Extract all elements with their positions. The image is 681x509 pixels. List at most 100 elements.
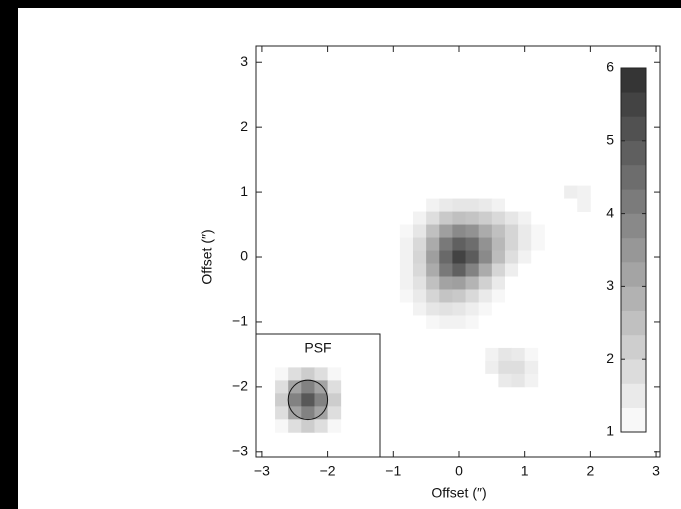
- heatmap-cell: [327, 367, 342, 381]
- heatmap-cell: [439, 198, 453, 212]
- heatmap-cell: [524, 347, 539, 362]
- heatmap-cell: [275, 406, 289, 420]
- heatmap-cell: [399, 198, 414, 212]
- heatmap-cell: [531, 276, 545, 290]
- heatmap-cell: [465, 289, 480, 303]
- heatmap-cell: [504, 224, 519, 238]
- heatmap-cell: [465, 302, 480, 316]
- x-tick-label: 0: [455, 463, 463, 479]
- heatmap-cell: [439, 315, 453, 329]
- heatmap-cell: [439, 224, 453, 238]
- heatmap-cell: [511, 360, 526, 375]
- heatmap-cell: [531, 302, 545, 316]
- heatmap-cell: [452, 302, 466, 316]
- heatmap-cell: [413, 224, 427, 238]
- heatmap-cell: [491, 276, 506, 290]
- heatmap-cell: [478, 315, 493, 329]
- heatmap-cell: [491, 250, 506, 264]
- heatmap-cell: [327, 406, 342, 420]
- heatmap-cell: [524, 360, 539, 375]
- heatmap-cell: [504, 250, 519, 264]
- heatmap-cell: [504, 198, 519, 212]
- heatmap-cell: [426, 237, 440, 251]
- heatmap-cell: [288, 380, 302, 394]
- heatmap-cell: [518, 198, 532, 212]
- heatmap-cell: [478, 237, 493, 251]
- colorbar-level: [621, 189, 646, 214]
- heatmap-cell: [399, 302, 414, 316]
- x-tick-label: 2: [586, 463, 594, 479]
- heatmap-cell: [426, 276, 440, 290]
- colorbar-level: [621, 286, 646, 311]
- heatmap-cell: [413, 198, 427, 212]
- heatmap-cell: [498, 360, 512, 375]
- heatmap-cell: [439, 263, 453, 277]
- heatmap-cell: [524, 373, 539, 388]
- colorbar-level: [621, 262, 646, 287]
- heatmap-cell: [275, 367, 289, 381]
- heatmap-cell: [314, 380, 329, 394]
- colorbar-level: [621, 334, 646, 360]
- colorbar-level: [621, 237, 646, 263]
- heatmap-cell: [465, 250, 480, 264]
- heatmap-cell: [478, 276, 493, 290]
- heatmap-cell: [413, 237, 427, 251]
- heatmap-cell: [531, 289, 545, 303]
- heatmap-cell: [426, 263, 440, 277]
- colorbar-tick-label: 2: [606, 350, 614, 366]
- heatmap-cell: [452, 250, 466, 264]
- heatmap-cell: [491, 302, 506, 316]
- colorbar-level: [621, 140, 646, 166]
- heatmap-cell: [399, 250, 414, 264]
- heatmap-cell: [518, 263, 532, 277]
- heatmap-cell: [426, 250, 440, 264]
- heatmap-cell: [452, 237, 466, 251]
- y-tick-label: 3: [240, 53, 248, 69]
- colorbar-level: [621, 68, 646, 93]
- heatmap-cell: [399, 289, 414, 303]
- heatmap-cell: [413, 250, 427, 264]
- heatmap-cell: [498, 373, 512, 388]
- heatmap-cell: [452, 224, 466, 238]
- heatmap-cell: [413, 302, 427, 316]
- y-tick-label: 2: [240, 118, 248, 134]
- y-tick-label: −1: [232, 313, 248, 329]
- heatmap-cell: [491, 224, 506, 238]
- heatmap-cell: [327, 419, 342, 433]
- heatmap-cell: [491, 289, 506, 303]
- colorbar-level: [621, 92, 646, 117]
- heatmap-cell: [399, 276, 414, 290]
- heatmap-cell: [399, 224, 414, 238]
- heatmap-cell: [465, 224, 480, 238]
- heatmap-cell: [452, 263, 466, 277]
- heatmap-cell: [518, 237, 532, 251]
- heatmap-cell: [564, 198, 578, 212]
- heatmap-cell: [465, 237, 480, 251]
- y-tick-label: 0: [240, 248, 248, 264]
- heatmap-cell: [511, 373, 526, 388]
- heatmap-cell: [491, 263, 506, 277]
- x-tick-label: −2: [320, 463, 336, 479]
- heatmap-cell: [288, 393, 302, 407]
- heatmap-cell: [465, 276, 480, 290]
- psf-label: PSF: [304, 340, 331, 356]
- colorbar-level: [621, 310, 646, 336]
- heatmap-cell: [275, 419, 289, 433]
- heatmap-cell: [426, 198, 440, 212]
- heatmap-cell: [518, 302, 532, 316]
- colorbar-level: [621, 213, 646, 239]
- heatmap-cell: [452, 211, 466, 225]
- heatmap-cell: [301, 367, 315, 381]
- heatmap-cell: [439, 289, 453, 303]
- heatmap-cell: [288, 419, 302, 433]
- y-tick-label: −3: [232, 443, 248, 459]
- heatmap-cell: [518, 211, 532, 225]
- heatmap-cell: [478, 302, 493, 316]
- heatmap-cell: [426, 289, 440, 303]
- heatmap-cell: [478, 250, 493, 264]
- heatmap-cell: [301, 393, 315, 407]
- heatmap-cell: [288, 367, 302, 381]
- colorbar-tick-label: 5: [606, 132, 614, 148]
